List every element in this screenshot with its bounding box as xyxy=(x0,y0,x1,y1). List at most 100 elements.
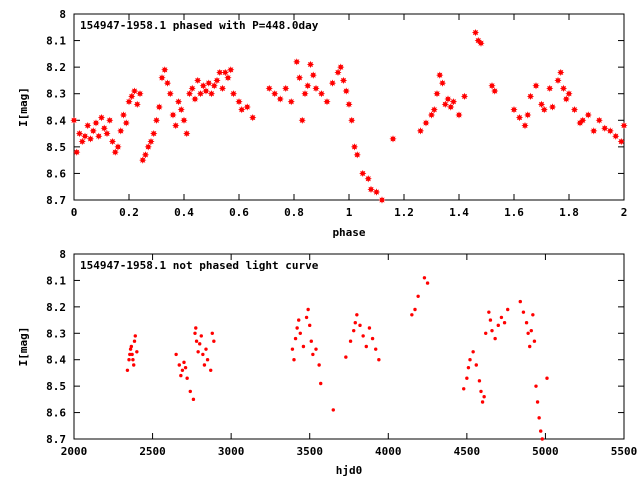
data-point xyxy=(438,79,447,87)
data-point xyxy=(468,358,472,362)
data-point xyxy=(185,90,194,98)
data-point xyxy=(482,395,486,399)
data-point xyxy=(125,98,133,106)
data-point xyxy=(471,350,475,354)
x-tick-label: 1.6 xyxy=(504,206,524,219)
y-tick-label: 8.4 xyxy=(46,114,66,127)
data-point xyxy=(570,106,579,114)
data-point xyxy=(355,313,359,317)
data-point xyxy=(169,111,177,119)
data-point xyxy=(584,111,592,119)
data-point xyxy=(548,103,557,111)
data-point xyxy=(180,368,185,372)
x-tick-label: 1.4 xyxy=(449,206,469,219)
x-tick-label: 4500 xyxy=(454,445,481,458)
data-point xyxy=(172,122,180,130)
data-point xyxy=(183,365,188,370)
data-point xyxy=(537,100,546,108)
data-point xyxy=(132,363,136,367)
data-point xyxy=(75,129,84,138)
data-point xyxy=(308,323,312,328)
data-point xyxy=(339,76,348,85)
data-point xyxy=(484,331,488,335)
data-point xyxy=(521,310,526,314)
x-tick-label: 1 xyxy=(346,206,353,219)
data-point xyxy=(73,148,81,156)
data-point xyxy=(529,328,533,333)
data-point xyxy=(370,336,375,341)
data-point xyxy=(524,111,532,119)
data-point xyxy=(95,132,103,140)
data-point xyxy=(350,143,359,151)
data-point xyxy=(229,90,238,98)
data-point xyxy=(441,100,449,108)
data-point xyxy=(133,100,141,108)
data-point xyxy=(218,84,227,92)
data-point xyxy=(480,400,485,404)
data-series xyxy=(70,29,628,204)
data-point xyxy=(410,313,414,317)
data-point xyxy=(297,318,301,322)
data-point xyxy=(210,331,214,335)
data-point xyxy=(353,321,357,325)
data-point xyxy=(416,294,420,298)
data-point xyxy=(89,127,97,135)
data-point xyxy=(312,84,320,92)
data-point xyxy=(532,82,540,90)
data-series xyxy=(125,276,549,441)
data-point xyxy=(86,135,95,143)
data-point xyxy=(106,116,114,124)
data-point xyxy=(182,360,186,365)
x-tick-label: 1.8 xyxy=(559,206,579,219)
data-point xyxy=(460,92,469,100)
y-tick-label: 8.3 xyxy=(46,327,66,340)
data-point xyxy=(436,71,444,79)
data-point xyxy=(141,151,150,159)
data-point xyxy=(528,344,532,349)
data-point xyxy=(425,281,430,285)
data-point xyxy=(221,68,229,77)
y-tick-label: 8.3 xyxy=(46,88,66,101)
data-point xyxy=(194,339,199,343)
data-point xyxy=(524,321,529,325)
data-point xyxy=(331,408,335,412)
data-point xyxy=(100,124,108,132)
data-point xyxy=(496,323,500,328)
data-point xyxy=(546,84,554,92)
data-point xyxy=(562,95,570,103)
data-point xyxy=(422,276,427,280)
data-point xyxy=(298,116,306,124)
y-tick-label: 8.6 xyxy=(46,407,66,420)
data-point xyxy=(378,196,386,204)
data-point xyxy=(540,437,544,441)
data-point xyxy=(191,95,199,103)
data-point xyxy=(304,82,312,90)
data-point xyxy=(537,416,541,420)
x-tick-label: 0 xyxy=(71,206,78,219)
data-point xyxy=(612,132,620,140)
data-point xyxy=(462,387,466,391)
data-point xyxy=(554,76,562,85)
data-point xyxy=(295,74,304,82)
data-point xyxy=(328,79,337,87)
data-point xyxy=(490,328,494,333)
data-point xyxy=(191,397,196,402)
data-point xyxy=(534,384,538,388)
data-point xyxy=(213,76,221,85)
y-tick-label: 8.7 xyxy=(46,433,66,446)
data-point xyxy=(488,318,493,322)
data-point xyxy=(479,389,483,394)
x-tick-label: 5000 xyxy=(532,445,559,458)
data-point xyxy=(84,122,92,130)
data-point xyxy=(152,116,161,124)
x-axis-label: hjd0 xyxy=(336,464,363,477)
data-point xyxy=(601,124,609,132)
data-point xyxy=(474,363,478,367)
data-point xyxy=(202,87,210,95)
data-point xyxy=(119,111,128,119)
data-point xyxy=(488,82,496,90)
data-point xyxy=(179,373,183,378)
data-point xyxy=(132,339,137,343)
data-point xyxy=(161,66,169,74)
data-point xyxy=(427,111,436,119)
